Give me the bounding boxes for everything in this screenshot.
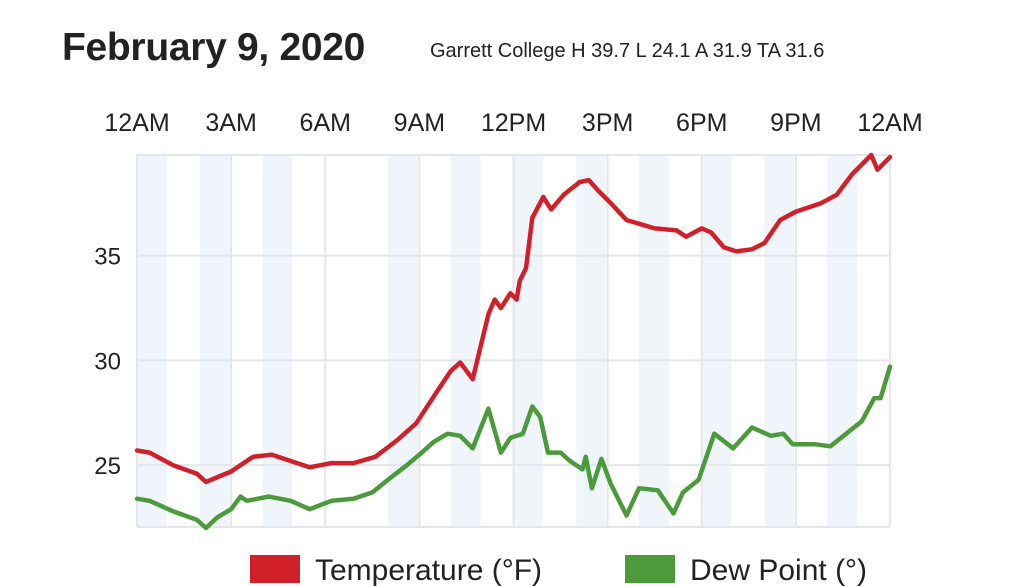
- chart-title: February 9, 2020: [62, 26, 366, 69]
- hour-band: [827, 155, 858, 527]
- station-summary: Garrett College H 39.7 L 24.1 A 31.9 TA …: [430, 40, 825, 62]
- hour-band: [764, 155, 795, 527]
- temperature-legend-label: Temperature (°F): [315, 554, 542, 586]
- x-tick-label: 12AM: [104, 109, 169, 137]
- x-tick-label: 12PM: [481, 109, 546, 137]
- x-tick-label: 9PM: [770, 109, 821, 137]
- hour-band: [199, 155, 230, 527]
- hour-band: [513, 155, 544, 527]
- x-tick-label: 6AM: [300, 109, 351, 137]
- x-tick-label: 3PM: [582, 109, 633, 137]
- dew-point-legend-label: Dew Point (°): [690, 554, 867, 586]
- temperature-line: [134, 152, 893, 485]
- hour-band: [701, 155, 732, 527]
- dew-point-legend-swatch: [625, 555, 675, 583]
- hour-band: [639, 155, 669, 527]
- y-tick-label: 35: [94, 244, 121, 271]
- x-tick-label: 12AM: [857, 109, 922, 137]
- hour-band: [388, 155, 418, 527]
- dew-point-line: [134, 364, 893, 531]
- x-tick-label: 9AM: [394, 109, 445, 137]
- y-tick-label: 30: [94, 348, 121, 375]
- x-tick-label: 6PM: [676, 109, 727, 137]
- y-tick-label: 25: [94, 453, 121, 480]
- x-tick-label: 3AM: [205, 109, 256, 137]
- hour-band: [262, 155, 293, 527]
- temperature-legend-swatch: [250, 555, 300, 583]
- hour-band: [137, 155, 167, 527]
- hour-band: [576, 155, 607, 527]
- hour-band: [450, 155, 481, 527]
